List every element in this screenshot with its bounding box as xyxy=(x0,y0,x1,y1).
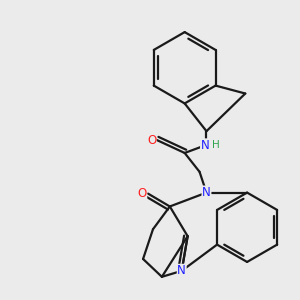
Text: N: N xyxy=(177,264,186,278)
Text: H: H xyxy=(212,140,220,150)
Text: N: N xyxy=(201,139,209,152)
Text: O: O xyxy=(137,187,147,200)
Text: N: N xyxy=(202,186,211,199)
Text: O: O xyxy=(147,134,156,147)
